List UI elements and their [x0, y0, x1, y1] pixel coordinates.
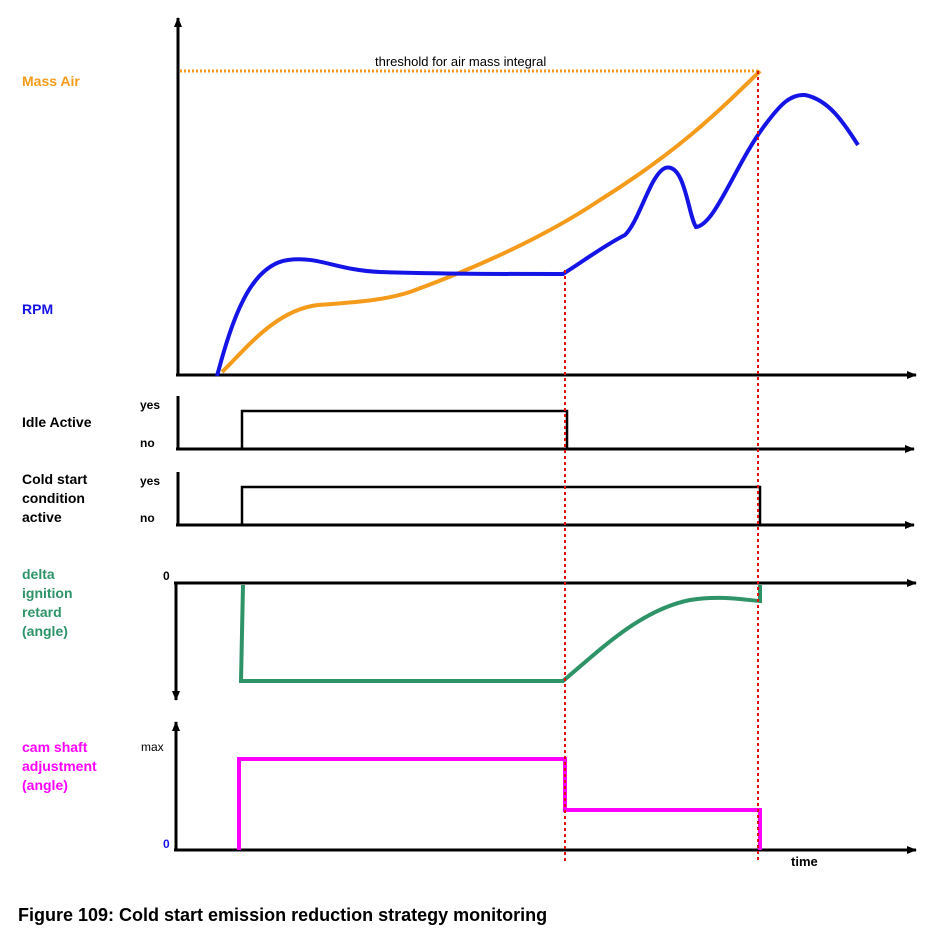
- rpm-label: RPM: [22, 301, 53, 317]
- threshold-label: threshold for air mass integral: [375, 54, 546, 69]
- camshaft-panel: cam shaft adjustment (angle) max 0 time: [22, 721, 917, 869]
- cold-label-line-1: Cold start: [22, 471, 88, 487]
- cold-label-line-3: active: [22, 509, 62, 525]
- camshaft-label-line-2: adjustment: [22, 758, 97, 774]
- camshaft-zero-tick: 0: [163, 837, 170, 851]
- cold-no-tick: no: [140, 511, 155, 525]
- ignition-signal: [238, 584, 762, 683]
- cold-start-panel: Cold start condition active yes no: [22, 471, 915, 529]
- camshaft-signal: [237, 757, 762, 850]
- cold-start-signal: [240, 485, 762, 525]
- cold-label-line-2: condition: [22, 490, 85, 506]
- idle-no-tick: no: [140, 436, 155, 450]
- time-axis-label: time: [791, 854, 818, 869]
- idle-signal: [240, 409, 569, 449]
- ignition-panel: delta ignition retard (angle) 0: [22, 566, 917, 701]
- top-panel: threshold for air mass integral Mass Air…: [22, 17, 917, 379]
- mass-air-label: Mass Air: [22, 73, 80, 89]
- idle-label: Idle Active: [22, 414, 92, 430]
- ignition-label-line-1: delta: [22, 566, 55, 582]
- ignition-label-line-4: (angle): [22, 623, 68, 639]
- idle-yes-tick: yes: [140, 398, 160, 412]
- idle-panel: Idle Active yes no: [22, 396, 915, 453]
- ignition-label-line-3: retard: [22, 604, 62, 620]
- mass-air-curve: [220, 69, 762, 374]
- camshaft-max-tick: max: [141, 740, 164, 754]
- camshaft-label-line-3: (angle): [22, 777, 68, 793]
- cold-yes-tick: yes: [140, 474, 160, 488]
- ignition-label-line-2: ignition: [22, 585, 73, 601]
- ignition-zero-tick: 0: [163, 569, 170, 583]
- camshaft-label-line-1: cam shaft: [22, 739, 88, 755]
- figure-caption: Figure 109: Cold start emission reductio…: [18, 905, 547, 925]
- rpm-curve: [215, 92, 860, 377]
